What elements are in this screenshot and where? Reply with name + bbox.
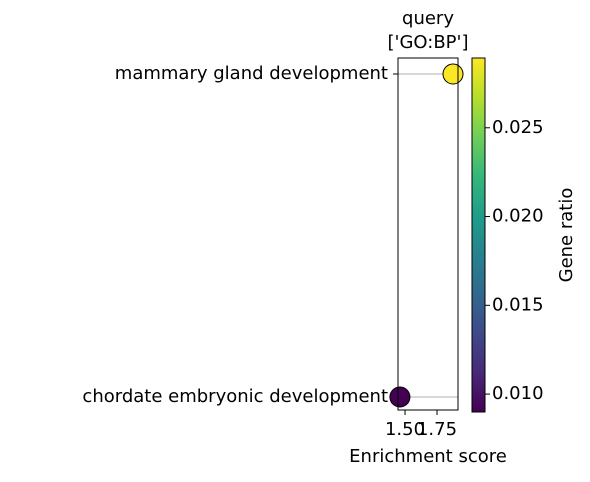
colorbar-frame [471, 57, 486, 413]
x-tick-label: 1.50 [385, 419, 425, 440]
colorbar-tick-label: 0.010 [492, 383, 544, 404]
x-axis-label: Enrichment score [349, 446, 507, 467]
y-tick-label: mammary gland development [115, 63, 388, 84]
colorbar-tick-label: 0.015 [492, 294, 544, 315]
colorbar [472, 58, 485, 412]
y-tick-label: chordate embryonic development [82, 386, 388, 407]
colorbar-tick-label: 0.020 [492, 206, 544, 227]
x-tick-label: 1.75 [417, 419, 457, 440]
chart-title: ['GO:BP'] [387, 32, 468, 53]
point [442, 63, 464, 85]
colorbar-tick-label: 0.025 [492, 117, 544, 138]
point [389, 386, 411, 408]
colorbar-label: Gene ratio [556, 188, 577, 283]
plot-frame [397, 57, 459, 411]
chart-title: query [402, 8, 454, 29]
